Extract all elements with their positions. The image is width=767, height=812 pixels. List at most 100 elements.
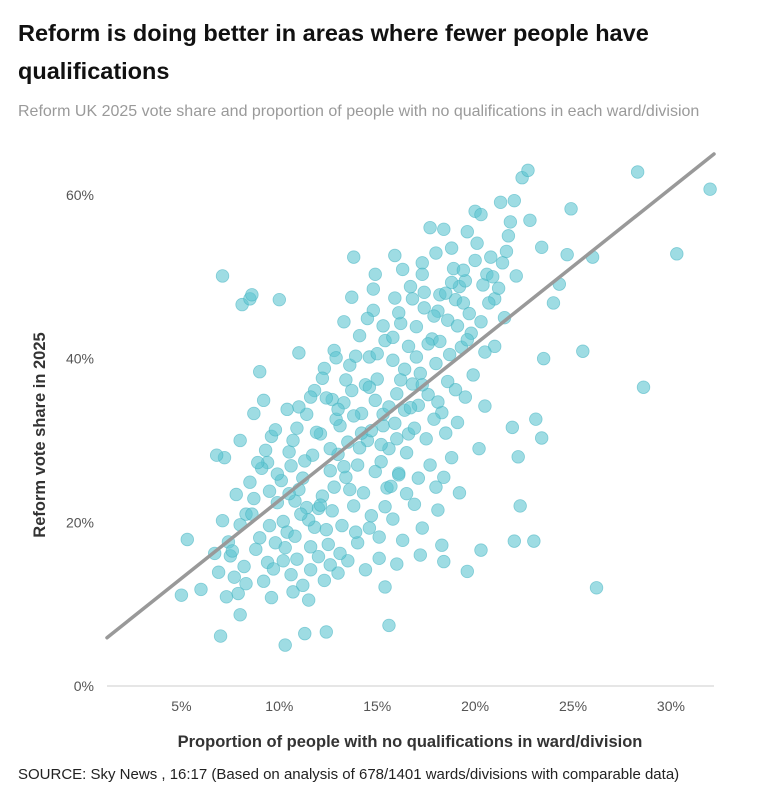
data-point: [294, 507, 308, 521]
data-point: [258, 443, 273, 457]
data-point: [441, 313, 455, 327]
data-point: [564, 202, 578, 216]
data-point: [298, 454, 312, 468]
data-point: [233, 608, 247, 622]
data-point: [215, 513, 230, 528]
data-point: [327, 480, 341, 494]
data-point: [472, 441, 486, 456]
data-point: [407, 497, 422, 512]
data-point: [345, 290, 359, 304]
data-point: [337, 315, 351, 329]
data-point: [264, 590, 279, 605]
x-tick-label: 10%: [265, 698, 293, 714]
data-point: [435, 538, 449, 552]
data-point: [245, 288, 259, 302]
data-point: [323, 441, 337, 456]
data-point: [507, 534, 521, 548]
y-tick-label: 20%: [66, 514, 94, 530]
data-point: [442, 347, 457, 362]
data-point: [270, 467, 285, 481]
data-point: [319, 391, 334, 405]
data-point: [507, 193, 521, 208]
data-point: [284, 459, 298, 473]
x-ticks: 5% 10% 15% 20% 25% 30%: [171, 698, 685, 714]
data-point: [423, 220, 437, 235]
data-point: [636, 380, 651, 394]
data-point: [331, 402, 345, 417]
x-tick-label: 15%: [363, 698, 391, 714]
data-point: [386, 330, 400, 345]
data-point: [431, 503, 445, 517]
data-point: [315, 371, 330, 385]
data-point: [474, 207, 488, 222]
data-point: [462, 306, 476, 321]
data-point: [290, 421, 304, 435]
data-point: [288, 529, 302, 543]
data-point: [403, 279, 418, 294]
data-point: [390, 557, 404, 571]
data-point: [491, 281, 506, 295]
y-ticks: 0% 20% 40% 60%: [66, 187, 94, 694]
data-point: [284, 567, 298, 582]
data-point: [413, 366, 427, 381]
data-point: [444, 275, 459, 290]
data-point: [487, 339, 502, 354]
data-point: [319, 625, 334, 639]
data-point: [429, 356, 443, 371]
data-point: [286, 433, 300, 448]
data-point: [456, 296, 471, 310]
data-point: [337, 459, 351, 474]
data-point: [225, 544, 240, 558]
data-point: [229, 487, 243, 502]
data-point: [303, 540, 318, 554]
data-point: [560, 247, 574, 262]
data-point: [376, 319, 390, 333]
data-point: [536, 351, 551, 366]
data-point: [247, 406, 261, 421]
data-point: [368, 267, 382, 282]
data-point: [409, 319, 424, 334]
data-point: [268, 423, 283, 437]
data-point: [262, 484, 277, 498]
data-point: [180, 532, 194, 547]
data-point: [392, 306, 406, 320]
data-point: [343, 482, 357, 497]
data-point: [227, 570, 241, 584]
data-point: [390, 432, 404, 446]
data-point: [386, 353, 400, 367]
data-point: [509, 269, 523, 283]
data-point: [437, 554, 451, 569]
data-point: [460, 333, 474, 347]
data-point: [703, 182, 717, 196]
data-point: [345, 383, 359, 398]
data-point: [323, 558, 337, 572]
data-point: [415, 521, 429, 535]
data-point: [335, 518, 349, 533]
data-point: [419, 432, 433, 446]
data-point: [366, 282, 380, 296]
data-point: [444, 450, 459, 465]
data-point: [431, 395, 445, 409]
data-point: [441, 374, 455, 389]
data-point: [501, 229, 516, 243]
data-point: [321, 537, 335, 552]
chart-subtitle: Reform UK 2025 vote share and proportion…: [18, 103, 700, 120]
data-point: [262, 518, 277, 533]
data-point: [478, 345, 492, 359]
data-point: [256, 574, 271, 588]
data-point: [331, 566, 345, 580]
data-point: [213, 629, 228, 643]
data-point: [427, 412, 441, 426]
data-point: [352, 441, 367, 455]
data-point: [325, 504, 339, 518]
data-point: [382, 618, 396, 633]
data-point: [280, 402, 294, 417]
data-point: [478, 399, 492, 413]
data-point: [298, 626, 312, 641]
data-point: [348, 349, 363, 363]
data-point: [356, 486, 371, 500]
data-point: [211, 565, 226, 579]
data-point: [278, 638, 292, 652]
data-point: [529, 412, 543, 426]
